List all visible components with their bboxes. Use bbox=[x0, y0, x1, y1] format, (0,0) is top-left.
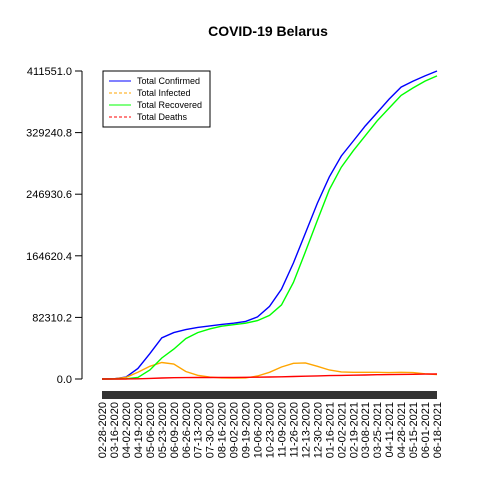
x-tick-label: 05-06-2020 bbox=[145, 402, 157, 458]
x-tick-label: 04-19-2020 bbox=[133, 402, 145, 458]
x-tick-label: 03-16-2020 bbox=[109, 402, 121, 458]
x-tick-label: 12-13-2020 bbox=[300, 402, 312, 458]
x-tick-label: 07-30-2020 bbox=[205, 402, 217, 458]
legend-label: Total Confirmed bbox=[137, 76, 200, 86]
y-axis: 0.0 82310.2 164620.4 246930.6 329240.8 411551… bbox=[26, 66, 83, 386]
x-tick-label: 12-30-2020 bbox=[312, 402, 324, 458]
x-tick-label: 04-11-2021 bbox=[384, 402, 396, 457]
x-tick-label: 03-08-2021 bbox=[360, 402, 372, 458]
series-line bbox=[102, 75, 438, 380]
y-tick-label: 0.0 bbox=[57, 374, 72, 386]
x-tick-label: 10-06-2020 bbox=[253, 402, 265, 458]
series-line bbox=[101, 70, 438, 380]
legend-label: Total Infected bbox=[137, 88, 191, 98]
x-tick-label: 04-28-2021 bbox=[396, 402, 408, 458]
x-tick-label: 06-26-2020 bbox=[181, 402, 193, 458]
x-tick-label: 01-16-2021 bbox=[324, 402, 336, 458]
legend: Total Confirmed Total Infected Total Recov… bbox=[102, 70, 211, 128]
x-tick-label: 11-09-2020 bbox=[276, 402, 288, 457]
x-tick-label: 09-19-2020 bbox=[241, 402, 253, 458]
legend-box bbox=[102, 70, 211, 128]
x-tick-label: 02-02-2021 bbox=[336, 402, 348, 458]
x-tick-band bbox=[102, 391, 437, 399]
y-tick-label: 411551.0 bbox=[27, 66, 72, 78]
y-tick-label: 329240.8 bbox=[26, 128, 72, 140]
x-tick-label: 10-23-2020 bbox=[265, 402, 277, 458]
x-tick-label: 02-28-2020 bbox=[97, 402, 109, 458]
legend-label: Total Recovered bbox=[137, 100, 202, 110]
legend-label: Total Deaths bbox=[137, 112, 188, 122]
x-tick-label: 07-13-2020 bbox=[193, 402, 205, 458]
y-tick-label: 82310.2 bbox=[32, 312, 72, 324]
chart-title: COVID-19 Belarus bbox=[208, 23, 328, 39]
series-line bbox=[102, 373, 438, 380]
x-tick-label: 11-26-2020 bbox=[288, 402, 300, 457]
series-lines bbox=[101, 70, 438, 380]
x-axis: 02-28-2020 03-16-2020 04-02-2020 04-19-2020… bbox=[97, 391, 444, 458]
x-tick-label: 06-01-2021 bbox=[420, 402, 432, 458]
y-tick-label: 164620.4 bbox=[26, 251, 72, 263]
x-tick-label: 04-02-2020 bbox=[121, 402, 133, 458]
x-tick-label: 06-09-2020 bbox=[169, 402, 181, 458]
x-tick-label: 05-23-2020 bbox=[157, 402, 169, 458]
x-tick-label: 02-19-2021 bbox=[348, 402, 360, 458]
series-line bbox=[101, 361, 438, 380]
x-tick-label: 08-16-2020 bbox=[217, 402, 229, 458]
x-tick-label: 06-18-2021 bbox=[432, 402, 444, 458]
y-tick-label: 246930.6 bbox=[26, 189, 72, 201]
x-tick-label: 05-15-2021 bbox=[408, 402, 420, 458]
x-tick-label: 09-02-2020 bbox=[229, 402, 241, 458]
x-tick-label: 03-25-2021 bbox=[372, 402, 384, 458]
